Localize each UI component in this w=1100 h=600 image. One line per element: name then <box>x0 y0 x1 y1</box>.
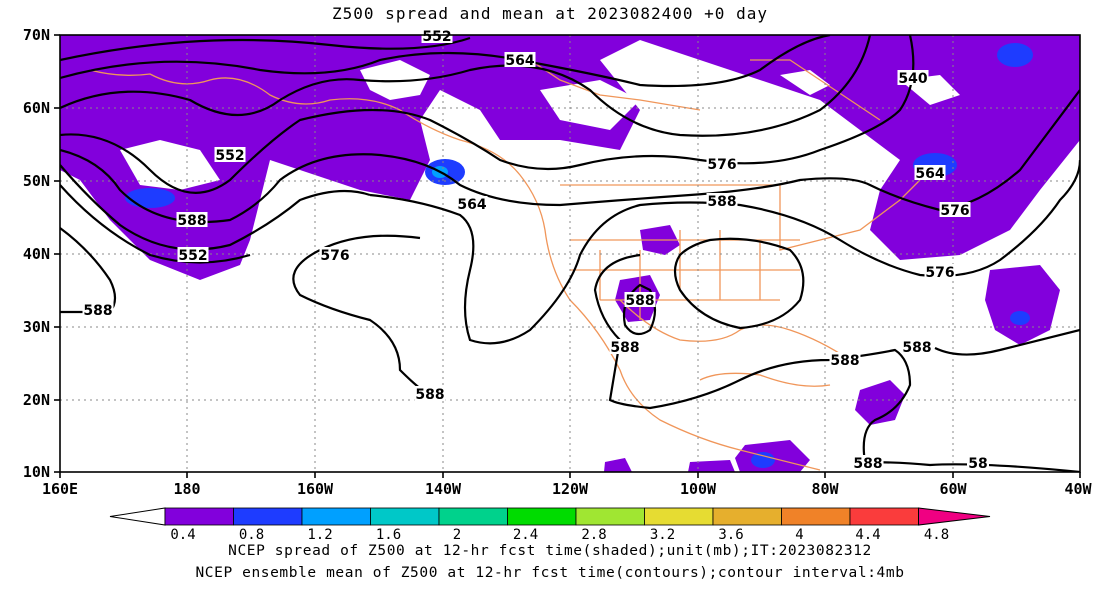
colorbar-box <box>849 507 919 526</box>
colorbar-label: 2.4 <box>513 527 538 540</box>
lat-label: 60N <box>23 99 50 117</box>
contour-label: 576 <box>320 248 349 264</box>
coastlines <box>89 59 921 471</box>
colorbar-box <box>370 507 440 526</box>
lat-labels: 70N 60N 50N 40N 30N 20N 10N <box>23 26 50 481</box>
caption-spread: NCEP spread of Z500 at 12-hr fcst time(s… <box>228 543 872 559</box>
chart-title: Z500 spread and mean at 2023082400 +0 da… <box>332 4 768 23</box>
lon-labels: 160E 180 160W 140W 120W 100W 80W 60W 40W <box>42 480 1093 498</box>
contour-labels: 552 564 540 552 564 576 588 552 564 576 576 576 588 5… <box>82 28 989 472</box>
contour-label: 564 <box>457 197 486 213</box>
lat-label: 40N <box>23 245 50 263</box>
lon-label: 40W <box>1064 480 1092 498</box>
colorbar-label: 3.6 <box>718 527 743 540</box>
colorbar-label: 2 <box>453 527 461 540</box>
colorbar-label: 4.4 <box>855 527 880 540</box>
contour-label-bg <box>706 193 738 208</box>
colorbar-label: 1.6 <box>376 527 401 540</box>
colorbar-box <box>712 507 782 526</box>
contour-label-bg <box>414 386 446 401</box>
lat-label: 50N <box>23 172 50 190</box>
contour-label: 588 <box>625 293 654 309</box>
contour-label-bg <box>939 202 971 217</box>
contour-label-bg <box>319 247 351 262</box>
colorbar-box <box>644 507 714 526</box>
contour-label: 588 <box>830 353 859 369</box>
contour-label-bg <box>829 352 861 367</box>
colorbar-box <box>233 507 303 526</box>
colorbar-label: 4 <box>795 527 803 540</box>
colorbar-box <box>438 507 508 526</box>
lon-label: 100W <box>680 480 717 498</box>
lon-label: 140W <box>425 480 462 498</box>
contour-label-bg <box>214 147 246 162</box>
map-figure: 552 564 540 552 564 576 588 552 564 576 576 576 588 5… <box>23 26 1093 540</box>
colorbar-label: 0.4 <box>170 527 195 540</box>
colorbar-box <box>164 507 234 526</box>
contour-label: 588 <box>415 387 444 403</box>
contour-label: 588 <box>83 303 112 319</box>
contour-label-bg <box>914 165 946 180</box>
lon-label: 120W <box>552 480 589 498</box>
caption-mean: NCEP ensemble mean of Z500 at 12-hr fcst… <box>195 565 905 581</box>
lon-label: 60W <box>939 480 967 498</box>
contour-label-bg <box>456 196 488 211</box>
contour-label: 540 <box>898 71 927 87</box>
contour-label: 564 <box>915 166 944 182</box>
contour-label-bg <box>901 339 933 354</box>
contour-label-bg <box>609 339 641 354</box>
contour-label: 564 <box>505 53 534 69</box>
lat-label: 30N <box>23 318 50 336</box>
contour-label-bg <box>924 264 956 279</box>
contour-label: 576 <box>925 265 954 281</box>
contour-label-bg <box>852 455 884 470</box>
contour-label: 588 <box>853 456 882 472</box>
colorbar-low-arrow <box>109 507 166 526</box>
contour-label-bg <box>504 52 536 67</box>
contour-label: 576 <box>707 157 736 173</box>
lat-label: 10N <box>23 463 50 481</box>
contour-label: 552 <box>178 248 207 264</box>
contour-label-bg <box>176 212 208 227</box>
colorbar-box <box>301 507 371 526</box>
contour-label: 552 <box>215 148 244 164</box>
contour-label-bg <box>82 302 114 317</box>
contour-label: 588 <box>902 340 931 356</box>
lon-label: 80W <box>811 480 839 498</box>
colorbar-label: 2.8 <box>581 527 606 540</box>
contour-label-bg <box>967 455 989 470</box>
contour-label: 588 <box>707 194 736 210</box>
contour-label: 576 <box>940 203 969 219</box>
colorbar-box <box>781 507 851 526</box>
contour-label: 58 <box>968 456 987 472</box>
colorbar-box <box>575 507 645 526</box>
lon-label: 180 <box>173 480 200 498</box>
lon-label: 160E <box>42 480 78 498</box>
colorbar-label: 1.2 <box>307 527 332 540</box>
colorbar-label: 0.8 <box>239 527 264 540</box>
contour-label-bg <box>706 156 738 171</box>
contour-label: 588 <box>610 340 639 356</box>
lat-label: 70N <box>23 26 50 44</box>
contour-label: 588 <box>177 213 206 229</box>
colorbar-label: 3.2 <box>650 527 675 540</box>
lon-label: 160W <box>297 480 334 498</box>
colorbar-box <box>507 507 577 526</box>
contour-label-bg <box>177 247 209 262</box>
tick-marks <box>54 34 1081 478</box>
contour-label: 552 <box>422 29 451 45</box>
colorbar-high-arrow <box>918 507 991 526</box>
colorbar: 0.4 0.8 1.2 1.6 2 2.4 2.8 3.2 3.6 4 4.4 4.8 <box>109 507 991 540</box>
contour-label-bg <box>897 70 929 85</box>
colorbar-label: 4.8 <box>924 527 949 540</box>
lat-label: 20N <box>23 391 50 409</box>
contour-label-bg <box>624 292 656 307</box>
